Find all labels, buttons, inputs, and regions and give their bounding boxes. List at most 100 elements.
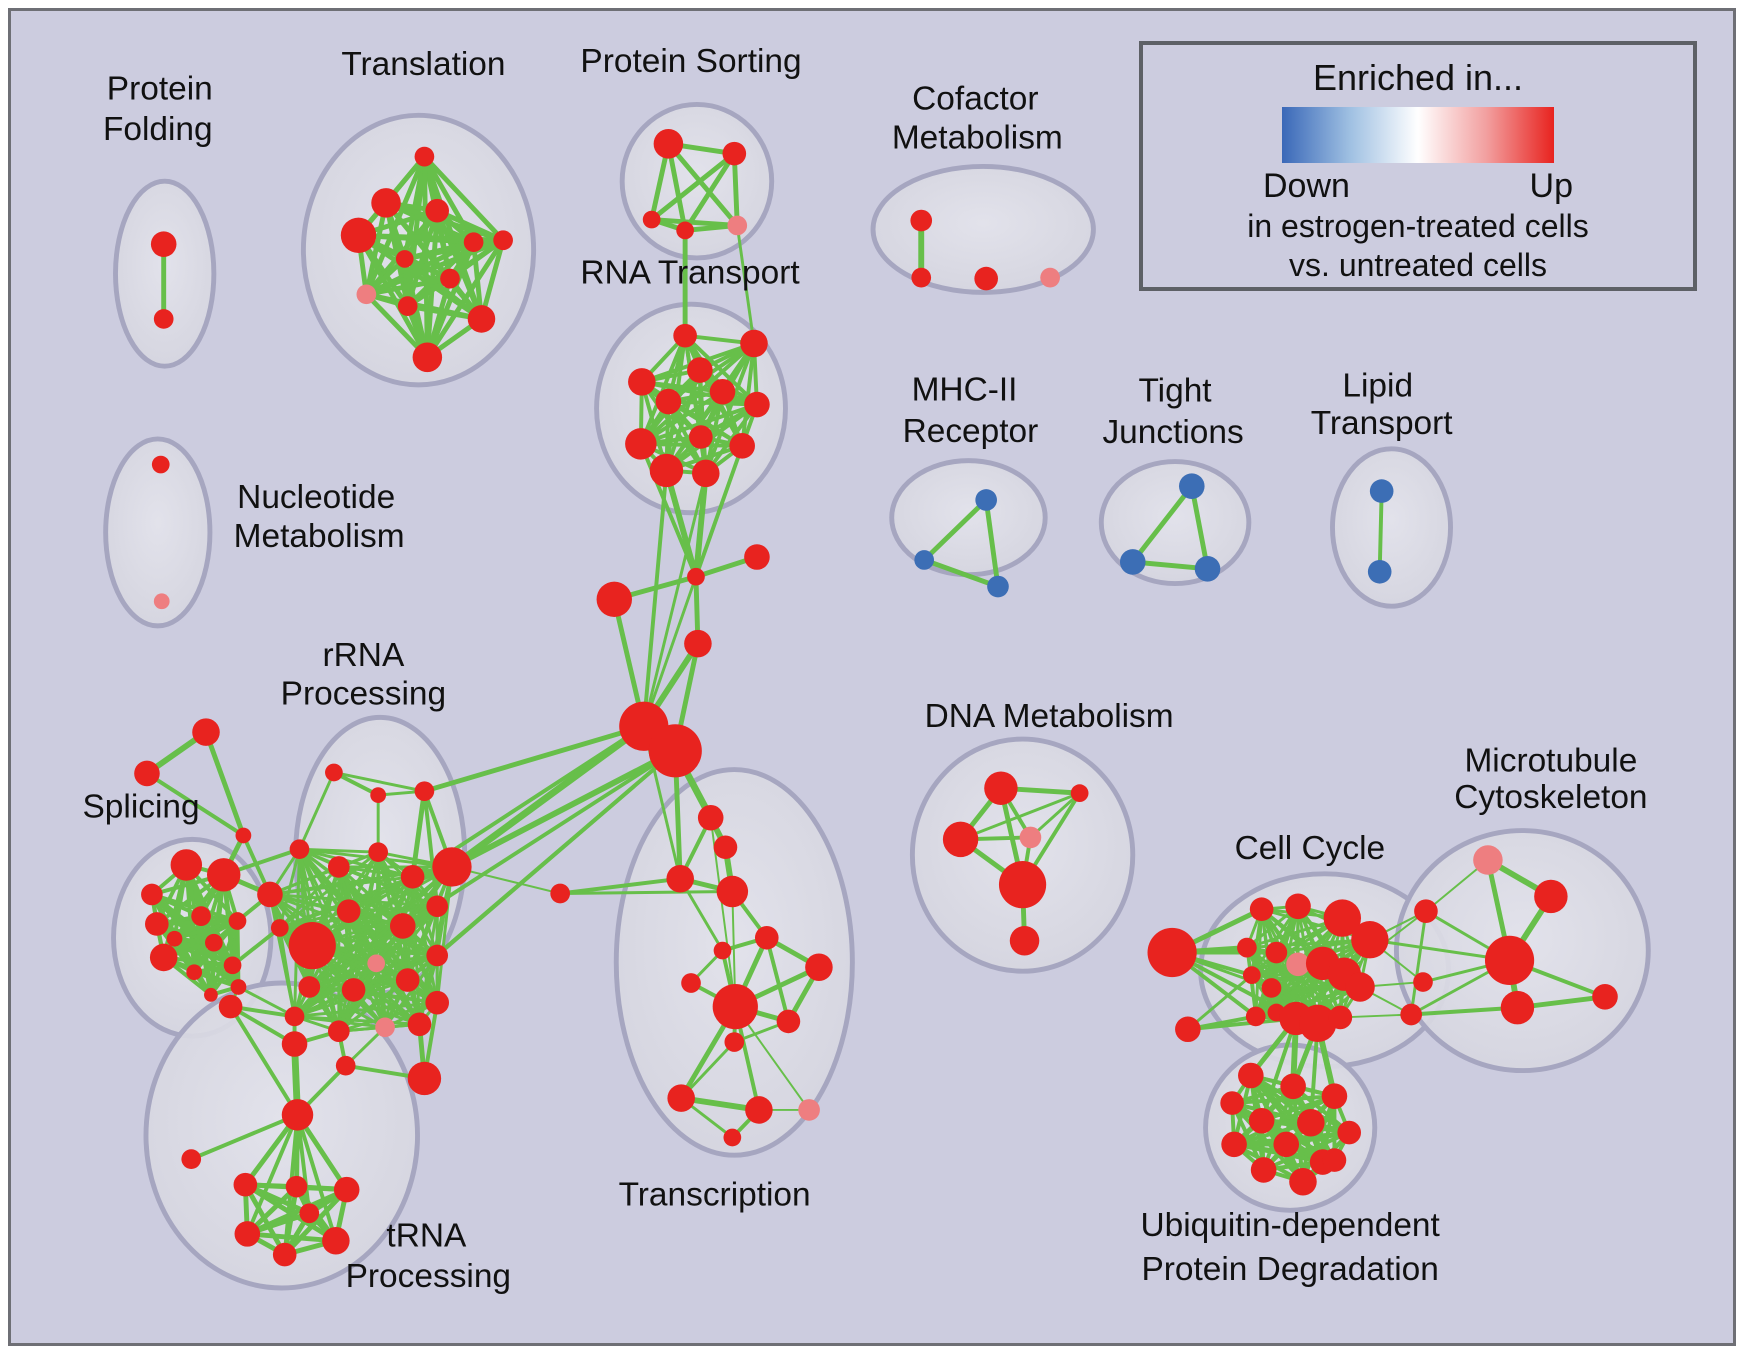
network-edge — [641, 468, 669, 729]
cluster-label-trna-processing: Processing — [346, 1258, 511, 1295]
network-edge — [740, 341, 756, 448]
network-node-tn8 — [272, 1242, 297, 1267]
network-edge — [307, 985, 439, 1005]
network-node-tx13 — [745, 1096, 773, 1124]
network-node-rr5 — [336, 899, 361, 924]
network-edge — [921, 497, 989, 563]
network-edge — [1130, 483, 1195, 565]
cluster-label-protein-sorting: Protein Sorting — [580, 43, 801, 80]
network-node-tj1 — [1119, 549, 1146, 575]
network-node-ub1 — [1280, 1073, 1306, 1100]
network-node-tn3 — [285, 1175, 308, 1198]
network-edge — [145, 771, 246, 838]
network-node-sp1 — [206, 858, 241, 892]
network-node-ps3 — [676, 221, 694, 240]
network-node-rb2 — [335, 1055, 356, 1076]
network-node-ub2 — [1321, 1083, 1348, 1109]
network-edge — [421, 154, 506, 243]
network-node-tx10 — [776, 1009, 801, 1034]
network-edge — [149, 892, 240, 924]
network-node-rr1 — [289, 839, 310, 860]
network-node-rr14 — [298, 976, 321, 998]
network-node-sp7 — [205, 933, 223, 952]
network-node-rrt2 — [414, 781, 435, 802]
cluster-label-dna-metabolism: DNA Metabolism — [925, 698, 1174, 735]
network-node-rt1 — [740, 329, 768, 358]
network-node-cc17 — [1299, 1004, 1337, 1043]
network-node-tri0 — [192, 718, 220, 746]
network-node-pf0 — [150, 231, 177, 257]
network-node-sp0 — [170, 849, 203, 881]
network-node-mt4 — [1413, 972, 1433, 992]
network-node-sp3 — [145, 912, 169, 936]
network-node-tx15 — [723, 1128, 742, 1147]
network-node-rt8 — [689, 425, 713, 449]
network-edge — [959, 791, 1082, 841]
network-edge — [310, 865, 454, 948]
network-node-rrt1 — [370, 787, 387, 803]
network-edge — [295, 1112, 338, 1243]
network-edge — [663, 467, 699, 580]
network-edge — [638, 402, 759, 446]
network-node-dm1 — [1070, 784, 1089, 802]
network-node-tr7 — [440, 268, 460, 289]
network-edge — [639, 379, 708, 476]
cluster-label-cofactor-metabolism: Metabolism — [892, 120, 1063, 157]
network-node-cc2 — [1249, 897, 1274, 922]
network-edge — [642, 471, 708, 728]
network-node-tr5 — [493, 230, 513, 251]
network-node-cf3 — [1040, 267, 1060, 288]
network-node-cc14 — [1245, 1006, 1266, 1027]
network-edge — [666, 399, 759, 407]
network-edge — [1245, 938, 1372, 950]
network-node-rr0 — [257, 881, 283, 908]
network-node-mh2 — [987, 575, 1009, 598]
network-node-h2 — [648, 724, 702, 778]
network-node-rr12 — [395, 968, 420, 992]
network-node-c2 — [744, 544, 770, 570]
network-node-tr1 — [371, 188, 401, 218]
network-edge — [983, 497, 1001, 589]
network-edge — [448, 722, 648, 871]
network-edge — [1028, 791, 1082, 839]
network-node-tn5 — [234, 1221, 261, 1247]
network-node-ub10 — [1250, 1157, 1277, 1183]
network-node-tx12 — [667, 1084, 695, 1112]
network-edge — [228, 1004, 300, 1117]
network-node-rr20 — [432, 847, 472, 887]
network-node-ps1 — [722, 141, 747, 166]
network-edge — [1377, 489, 1384, 574]
network-node-sp8 — [149, 943, 178, 972]
network-node-sp12 — [204, 987, 218, 1002]
cluster-label-tight-junctions: Tight — [1139, 373, 1213, 410]
network-node-dm4 — [998, 861, 1047, 909]
network-edge — [558, 890, 734, 895]
figure-canvas: Protein Folding Translation Protein Sorting… — [8, 8, 1736, 1346]
cluster-label-cell-cycle: Cell Cycle — [1235, 830, 1386, 867]
network-node-mt5 — [1400, 1003, 1423, 1026]
network-node-rr7 — [426, 895, 449, 918]
network-node-ub4 — [1248, 1107, 1275, 1134]
cluster-label-microtubule-cytoskeleton: Cytoskeleton — [1454, 779, 1647, 816]
network-node-tr3 — [340, 217, 377, 254]
legend-box: Enriched in... Down Up in estrogen-treat… — [1139, 41, 1697, 291]
network-edge — [921, 557, 1001, 589]
network-node-tx9 — [712, 984, 758, 1030]
network-edge — [363, 276, 453, 297]
network-node-rb0 — [218, 994, 243, 1019]
network-node-tx8 — [681, 973, 701, 993]
network-node-sp6 — [166, 930, 183, 947]
network-node-c1 — [687, 567, 705, 586]
network-edge — [649, 151, 737, 223]
network-node-tx11 — [724, 1032, 745, 1052]
network-node-ub5 — [1297, 1108, 1325, 1137]
network-node-rr8 — [270, 919, 289, 937]
network-node-tr8 — [356, 284, 377, 305]
network-edge — [293, 953, 439, 1018]
network-node-rr9 — [288, 922, 336, 970]
cluster-label-rrna-processing: rRNA — [323, 637, 405, 674]
network-node-rt10 — [649, 453, 684, 488]
cluster-label-mhc-ii-receptor: MHC-II — [912, 372, 1018, 409]
network-edge — [172, 919, 240, 941]
